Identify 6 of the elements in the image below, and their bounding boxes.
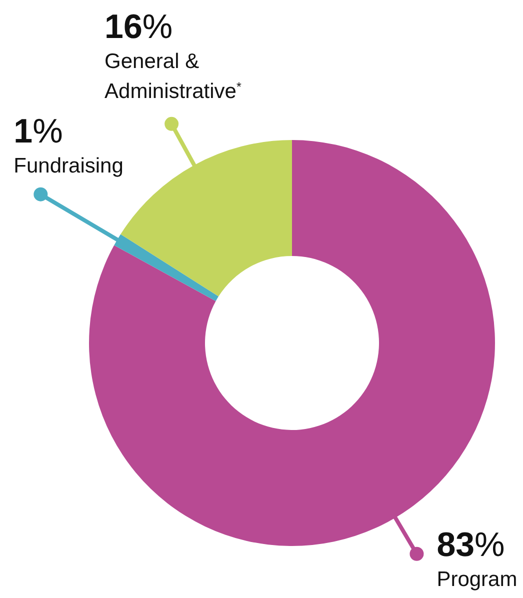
data-label: 16% [104, 8, 173, 46]
slice-label: General & Administrative$^{*}$ [104, 50, 242, 103]
data-label: 1% [14, 112, 63, 150]
data-label: 83% [436, 526, 505, 564]
legend-label: Program [436, 568, 518, 591]
slice-label: Fundraising [14, 154, 124, 178]
